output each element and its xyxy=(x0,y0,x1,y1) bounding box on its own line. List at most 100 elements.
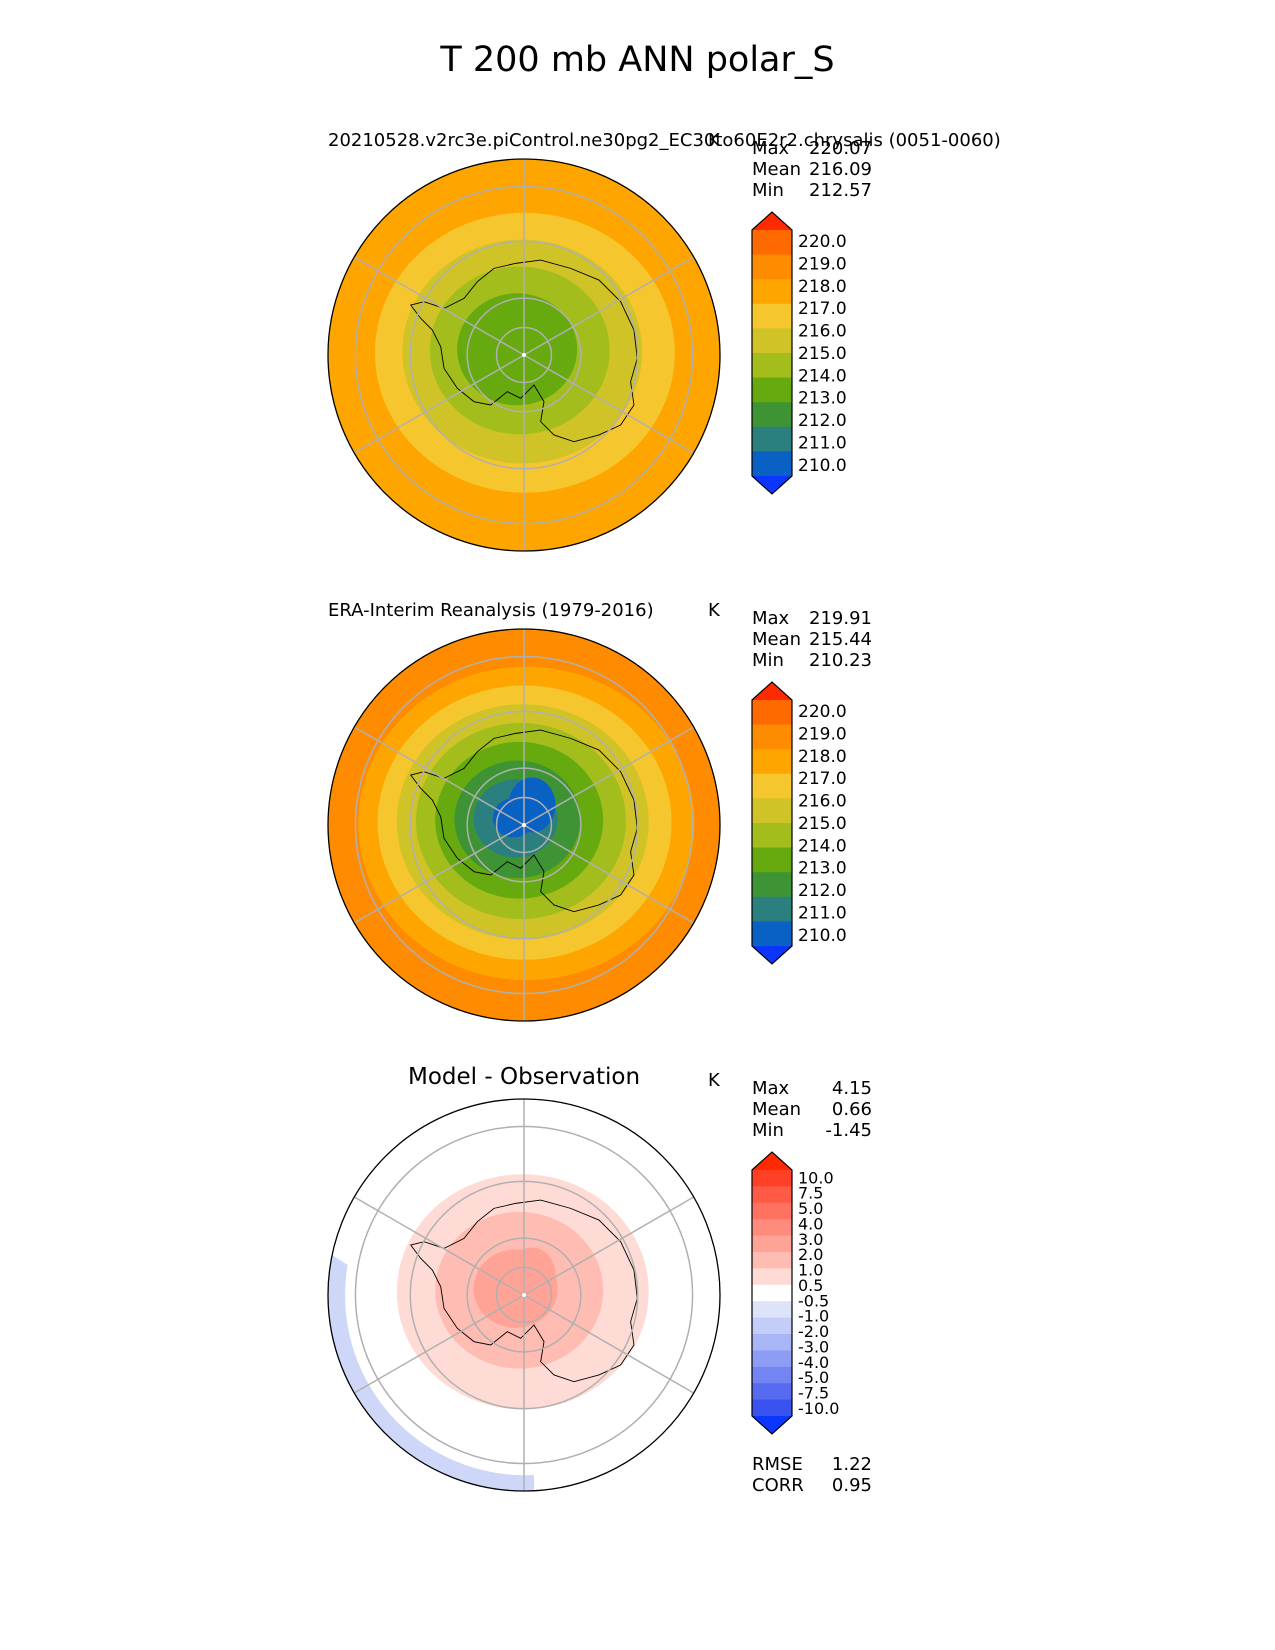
colorbar-tick-label: -5.0 xyxy=(798,1368,829,1387)
colorbar-segment xyxy=(752,1317,792,1335)
colorbar-tick-label: -7.5 xyxy=(798,1384,829,1403)
colorbar-tick-label: 210.0 xyxy=(798,456,847,476)
colorbar-tick-label: 7.5 xyxy=(798,1184,823,1203)
meridian-line xyxy=(353,824,525,924)
colorbar-segment xyxy=(752,921,792,947)
colorbar-segment xyxy=(752,1170,792,1187)
colorbar-tick-label: 211.0 xyxy=(798,903,847,923)
field-core xyxy=(508,307,556,363)
metric-corr-label: CORR xyxy=(752,1475,804,1496)
colorbar-tick-label: 213.0 xyxy=(798,389,847,409)
colorbar-segment xyxy=(752,1301,792,1319)
colorbar-extend-max xyxy=(752,1152,792,1170)
colorbar-tick-label: 218.0 xyxy=(798,277,847,297)
pole-marker xyxy=(522,353,526,357)
colorbar-tick-label: 212.0 xyxy=(798,881,847,901)
colorbar-segment xyxy=(752,1235,792,1253)
colorbar-segment xyxy=(752,896,792,922)
stat-max-label: Max xyxy=(752,138,790,159)
stat-min-value: -1.45 xyxy=(825,1120,872,1141)
colorbar-segment xyxy=(752,1186,792,1204)
panel-2-title: ERA-Interim Reanalysis (1979-2016) xyxy=(328,600,654,621)
stat-max-value: 4.15 xyxy=(831,1078,872,1099)
colorbar-extend-min xyxy=(752,1416,792,1434)
stat-max-label: Max xyxy=(752,608,790,629)
colorbar-segment xyxy=(752,1399,792,1417)
graticule xyxy=(353,1099,695,1491)
meridian-line xyxy=(353,256,525,356)
stat-max-value: 219.91 xyxy=(809,608,872,629)
stat-mean-value: 0.66 xyxy=(831,1099,872,1120)
stat-min-label: Min xyxy=(752,1120,784,1141)
colorbar-segment xyxy=(752,1350,792,1368)
graticule xyxy=(353,629,695,1021)
map-boundary xyxy=(327,158,721,552)
pole-marker xyxy=(522,1293,526,1297)
colorbar-segment xyxy=(752,872,792,898)
panel-3-units: K xyxy=(708,1070,720,1091)
colorbar-tick-label: 213.0 xyxy=(798,859,847,879)
colorbar-segment xyxy=(752,749,792,775)
stat-min-value: 212.57 xyxy=(809,180,872,201)
colorbar-tick-label: 218.0 xyxy=(798,747,847,767)
meridian-line xyxy=(353,1294,525,1394)
colorbar-tick-label: -0.5 xyxy=(798,1291,829,1310)
colorbar-tick-label: 1.0 xyxy=(798,1261,823,1280)
colorbar-tick-label: 211.0 xyxy=(798,433,847,453)
panel-3-colorbar: 10.07.55.04.03.02.01.00.5-0.5-1.0-2.0-3.… xyxy=(751,1151,839,1435)
colorbar-segment xyxy=(752,773,792,799)
panel-1-map xyxy=(327,158,721,552)
panel-1-title: 20210528.v2rc3e.piControl.ne30pg2_EC30to… xyxy=(328,130,1001,151)
colorbar-segment xyxy=(752,1383,792,1401)
figure-title: T 200 mb ANN polar_S xyxy=(440,40,835,80)
colorbar-tick-label: 220.0 xyxy=(798,702,847,722)
colorbar-tick-label: 2.0 xyxy=(798,1245,823,1264)
panel-3-title: Model - Observation xyxy=(408,1064,641,1090)
colorbar-segment xyxy=(752,377,792,403)
colorbar-tick-label: 0.5 xyxy=(798,1276,823,1295)
colorbar-tick-label: 3.0 xyxy=(798,1230,823,1249)
map-boundary xyxy=(327,1098,721,1492)
colorbar-segment xyxy=(752,1252,792,1269)
colorbar-segment xyxy=(752,402,792,428)
colorbar-segment xyxy=(752,353,792,379)
meridian-line xyxy=(523,824,695,924)
meridian-line xyxy=(353,1196,525,1296)
colorbar-segment xyxy=(752,1284,792,1302)
colorbar-tick-label: 216.0 xyxy=(798,322,847,342)
colorbar-outline xyxy=(751,1151,793,1435)
pole-marker xyxy=(522,823,526,827)
meridian-line xyxy=(523,354,695,454)
colorbar-tick-label: -10.0 xyxy=(798,1399,839,1418)
colorbar-segment xyxy=(752,1219,792,1237)
colorbar-segment xyxy=(752,451,792,477)
colorbar-tick-label: 220.0 xyxy=(798,232,847,252)
stat-min-label: Min xyxy=(752,180,784,201)
colorbar-tick-label: 212.0 xyxy=(798,411,847,431)
meridian-line xyxy=(523,1294,695,1394)
field-core xyxy=(508,1247,556,1303)
colorbar-segment xyxy=(752,303,792,329)
colorbar-tick-label: 219.0 xyxy=(798,254,847,274)
field-core xyxy=(508,777,556,833)
colorbar-segment xyxy=(752,724,792,750)
metric-corr-value: 0.95 xyxy=(831,1475,872,1496)
colorbar-segment xyxy=(752,1202,792,1220)
stat-mean-label: Mean xyxy=(752,1099,802,1120)
colorbar-segment xyxy=(752,823,792,849)
graticule xyxy=(353,159,695,551)
colorbar-segment xyxy=(752,426,792,452)
colorbar-tick-label: 215.0 xyxy=(798,344,847,364)
colorbar-tick-label: 4.0 xyxy=(798,1214,823,1233)
colorbar-segment xyxy=(752,279,792,305)
map-boundary xyxy=(327,628,721,1022)
meridian-line xyxy=(523,1196,695,1296)
metric-rmse-value: 1.22 xyxy=(831,1454,872,1475)
colorbar-extend-min xyxy=(752,946,792,964)
colorbar-segment xyxy=(752,1334,792,1351)
meridian-line xyxy=(353,726,525,826)
colorbar-extend-max xyxy=(752,212,792,230)
metric-rmse-label: RMSE xyxy=(752,1454,803,1475)
